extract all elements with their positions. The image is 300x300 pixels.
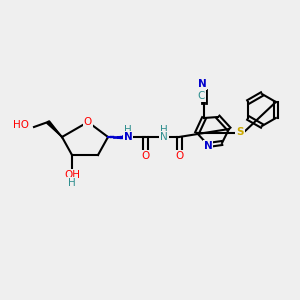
Text: N: N: [124, 132, 132, 142]
Text: O: O: [84, 117, 92, 127]
Text: H: H: [160, 125, 168, 135]
Text: OH: OH: [64, 170, 80, 180]
Text: N: N: [198, 79, 206, 89]
Text: C: C: [197, 91, 205, 101]
Text: N: N: [160, 132, 168, 142]
Text: S: S: [236, 127, 244, 137]
Text: H: H: [68, 178, 76, 188]
Text: H: H: [124, 125, 132, 135]
Text: N: N: [204, 141, 212, 151]
Text: HO: HO: [13, 120, 29, 130]
Polygon shape: [47, 121, 62, 137]
Text: O: O: [141, 151, 149, 161]
Text: O: O: [175, 151, 183, 161]
